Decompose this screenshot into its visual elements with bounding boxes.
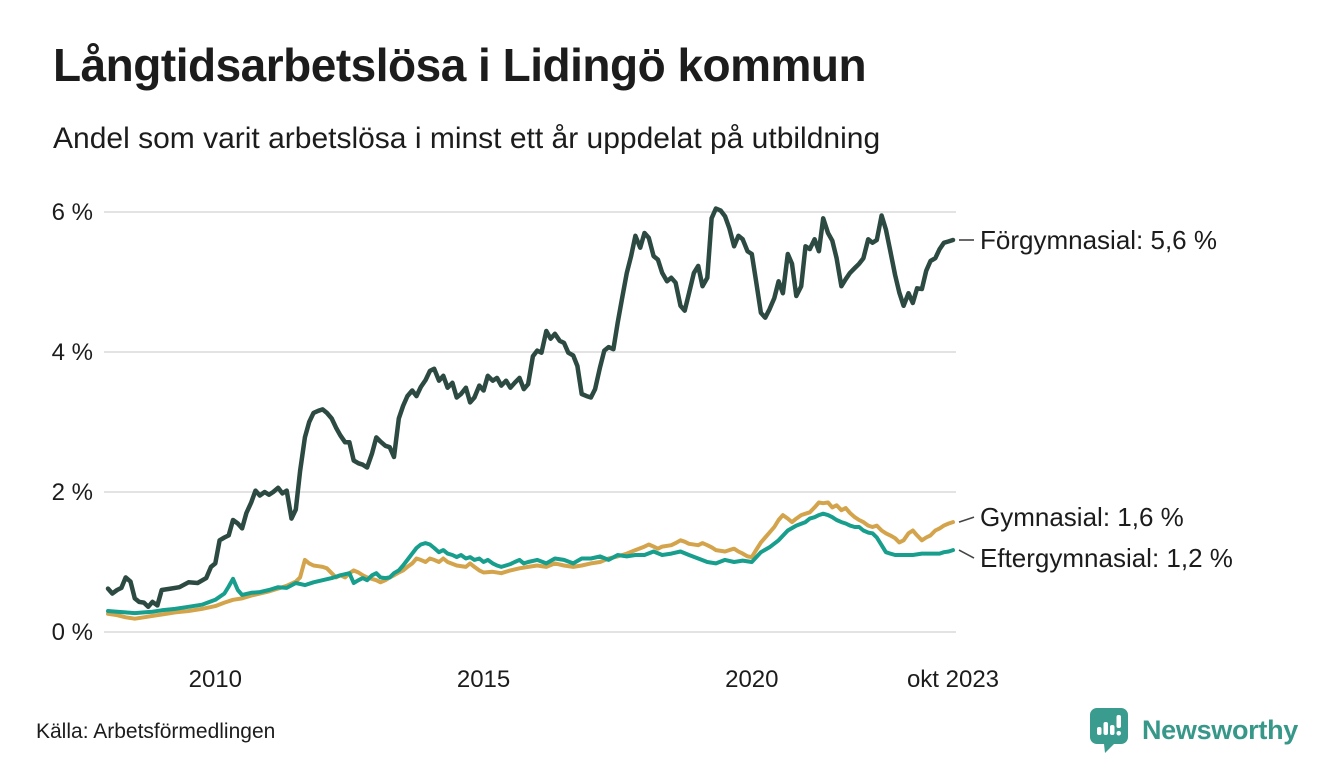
newsworthy-bar-chart-bubble-icon [1089,708,1128,753]
y-axis-tick-label: 2 % [52,479,93,506]
x-axis-tick-label: 2020 [725,666,778,693]
y-axis-tick-label: 0 % [52,619,93,646]
series-line-eftergymnasial [106,511,955,616]
annotation-connector-gymnasial [958,516,975,523]
annotation-label-förgymnasial: Förgymnasial: 5,6 % [980,225,1217,255]
annotation-connector-eftergymnasial [958,549,975,559]
x-axis-tick-label: okt 2023 [907,666,999,693]
source-note: Källa: Arbetsförmedlingen [36,720,276,743]
annotation-label-eftergymnasial: Eftergymnasial: 1,2 % [980,543,1233,573]
x-axis-tick-label: 2015 [457,666,510,693]
x-axis-tick-label: 2010 [189,666,242,693]
series-line-förgymnasial [105,206,956,610]
y-axis-tick-label: 6 % [52,199,93,226]
brand-name: Newsworthy [1141,714,1298,745]
brand-logo: Newsworthy [1088,706,1298,754]
series-line-gymnasial [106,500,955,621]
annotation-label-gymnasial: Gymnasial: 1,6 % [980,502,1184,532]
page-title: Långtidsarbetslösa i Lidingö kommun [53,39,867,91]
page-subtitle: Andel som varit arbetslösa i minst ett å… [53,122,881,155]
y-axis-tick-label: 4 % [52,339,93,366]
